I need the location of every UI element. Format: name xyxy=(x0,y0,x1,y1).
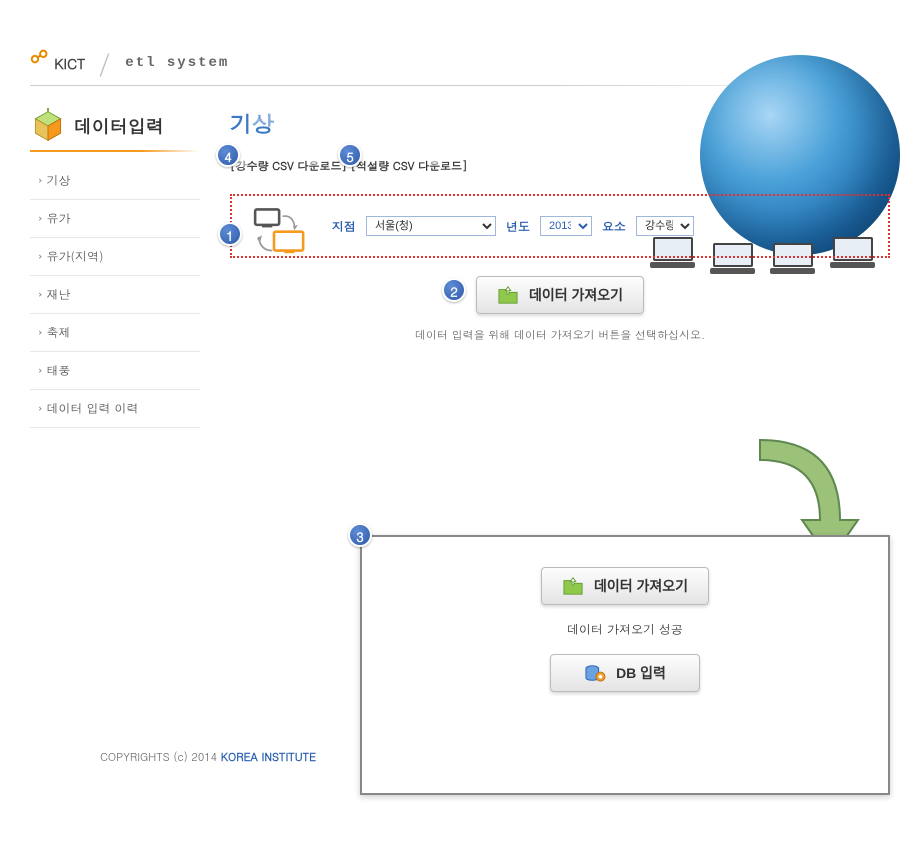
sidebar-title: 데이터입력 xyxy=(74,114,164,139)
sidebar-underline xyxy=(30,150,200,152)
popup-fetch-button[interactable]: 데이터 가져오기 xyxy=(541,567,709,605)
logo-kict: KICT xyxy=(54,53,85,73)
logo-row: ☍ KICT ／ etl system xyxy=(30,50,890,75)
fetch-data-button[interactable]: 데이터 가져오기 xyxy=(476,276,644,314)
db-insert-button[interactable]: DB 입력 xyxy=(550,654,700,692)
footer-copyright: COPYRIGHTS (c) 2014 KOREA INSTITUTE xyxy=(100,750,316,765)
csv-download-row: 4 5 [강수량 CSV 다운로드] [적설량 CSV 다운로드] xyxy=(230,159,890,174)
module-icon xyxy=(30,108,66,144)
callout-badge-2: 2 xyxy=(442,278,466,302)
sidebar-item-typhoon[interactable]: 태풍 xyxy=(30,352,200,390)
page-title: 기상 xyxy=(230,108,890,139)
csv-download-snow[interactable]: [적설량 CSV 다운로드] xyxy=(351,159,468,174)
csv-download-precip[interactable]: [강수량 CSV 다운로드] xyxy=(230,159,347,174)
sidebar-item-festival[interactable]: 축제 xyxy=(30,314,200,352)
db-gear-icon xyxy=(584,663,606,683)
result-popup: 3 데이터 가져오기 데이터 가져오기 성공 xyxy=(360,535,890,795)
fetch-data-button-label: 데이터 가져오기 xyxy=(529,285,623,305)
filter-box: 1 지점 서울(청) xyxy=(230,194,890,258)
sidebar-item-oil[interactable]: 유가 xyxy=(30,200,200,238)
sidebar-item-history[interactable]: 데이터 입력 이력 xyxy=(30,390,200,428)
main-panel: 기상 4 5 [강수량 CSV 다운로드] [적설량 CSV 다운로드] 1 xyxy=(230,108,890,343)
callout-badge-4: 4 xyxy=(216,143,240,167)
sidebar-item-oil-region[interactable]: 유가(지역) xyxy=(30,238,200,276)
sidebar-item-weather[interactable]: 기상 xyxy=(30,162,200,200)
filter-label-year: 년도 xyxy=(506,218,530,235)
db-insert-button-label: DB 입력 xyxy=(616,663,666,683)
filter-label-element: 요소 xyxy=(602,218,626,235)
sidebar-item-disaster[interactable]: 재난 xyxy=(30,276,200,314)
filter-select-station[interactable]: 서울(청) xyxy=(366,216,496,236)
callout-badge-1: 1 xyxy=(218,222,242,246)
sidebar: 데이터입력 기상 유가 유가(지역) 재난 축제 태풍 데이터 입력 이력 xyxy=(30,108,200,428)
logo-link-icon: ☍ xyxy=(30,44,48,69)
popup-success-msg: 데이터 가져오기 성공 xyxy=(362,621,888,638)
filter-select-element[interactable]: 강수량 xyxy=(636,216,694,236)
callout-badge-3: 3 xyxy=(348,523,372,547)
hint-text: 데이터 입력을 위해 데이터 가져오기 버튼을 선택하십시오. xyxy=(230,328,890,343)
logo-etl: etl system xyxy=(125,55,229,71)
header-divider xyxy=(30,85,890,86)
filter-select-year[interactable]: 2013 xyxy=(540,216,592,236)
filter-label-station: 지점 xyxy=(332,218,356,235)
sync-screens-icon xyxy=(250,206,310,266)
folder-download-icon xyxy=(497,285,519,305)
callout-badge-5: 5 xyxy=(338,143,362,167)
folder-download-icon xyxy=(562,576,584,596)
popup-fetch-button-label: 데이터 가져오기 xyxy=(594,576,688,596)
logo-slash: ／ xyxy=(91,56,119,70)
